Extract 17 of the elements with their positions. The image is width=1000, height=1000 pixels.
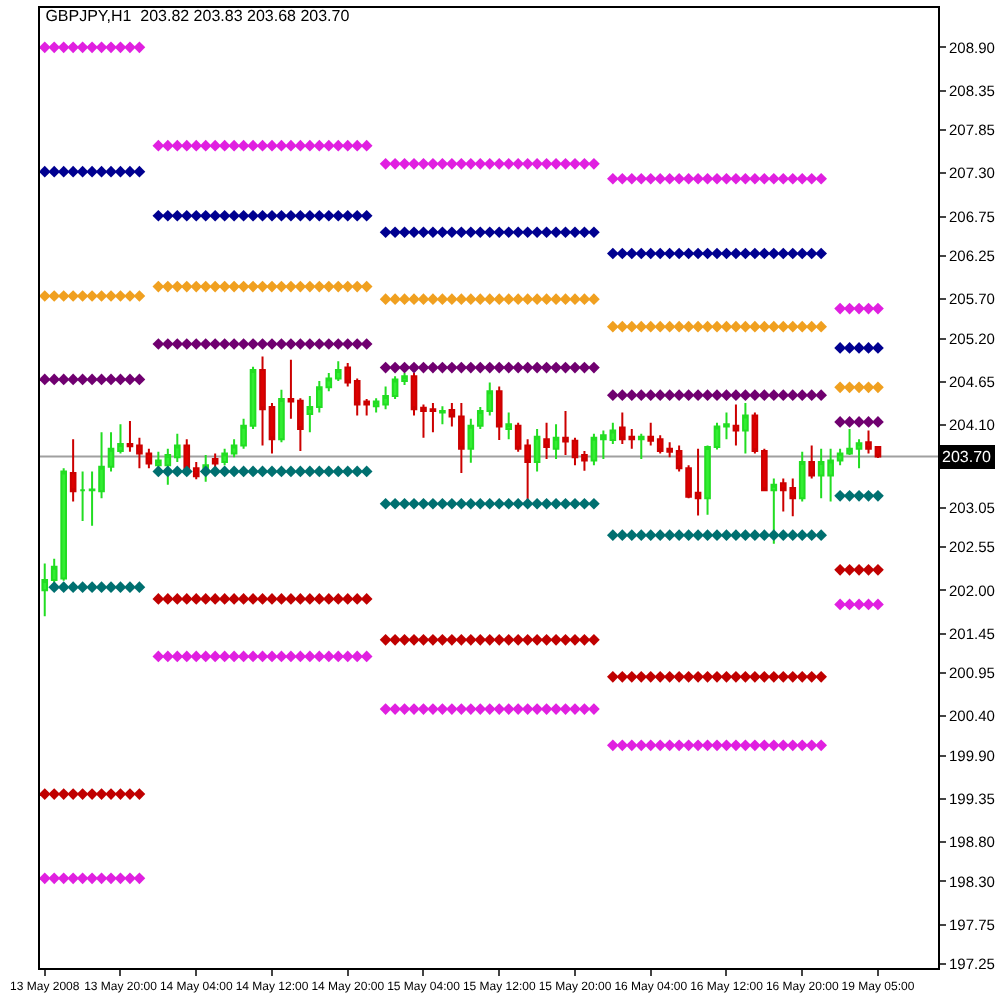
- candlestick: [742, 402, 749, 455]
- candlestick: [637, 432, 645, 460]
- candlestick: [543, 421, 550, 460]
- candlestick: [770, 477, 778, 545]
- candlestick: [533, 427, 541, 473]
- candlestick: [69, 438, 77, 503]
- candlestick: [505, 411, 513, 441]
- candlestick: [808, 444, 815, 480]
- candlestick: [278, 388, 285, 444]
- candlestick: [79, 470, 86, 523]
- chart-title: GBPJPY,H1 203.82 203.83 203.68 203.70: [45, 7, 351, 26]
- candlestick: [439, 405, 446, 426]
- candlestick: [552, 423, 560, 460]
- ref-line-label: 203.70: [942, 448, 993, 466]
- candlestick: [798, 450, 806, 503]
- candlestick: [732, 403, 740, 447]
- candlestick: [495, 385, 503, 441]
